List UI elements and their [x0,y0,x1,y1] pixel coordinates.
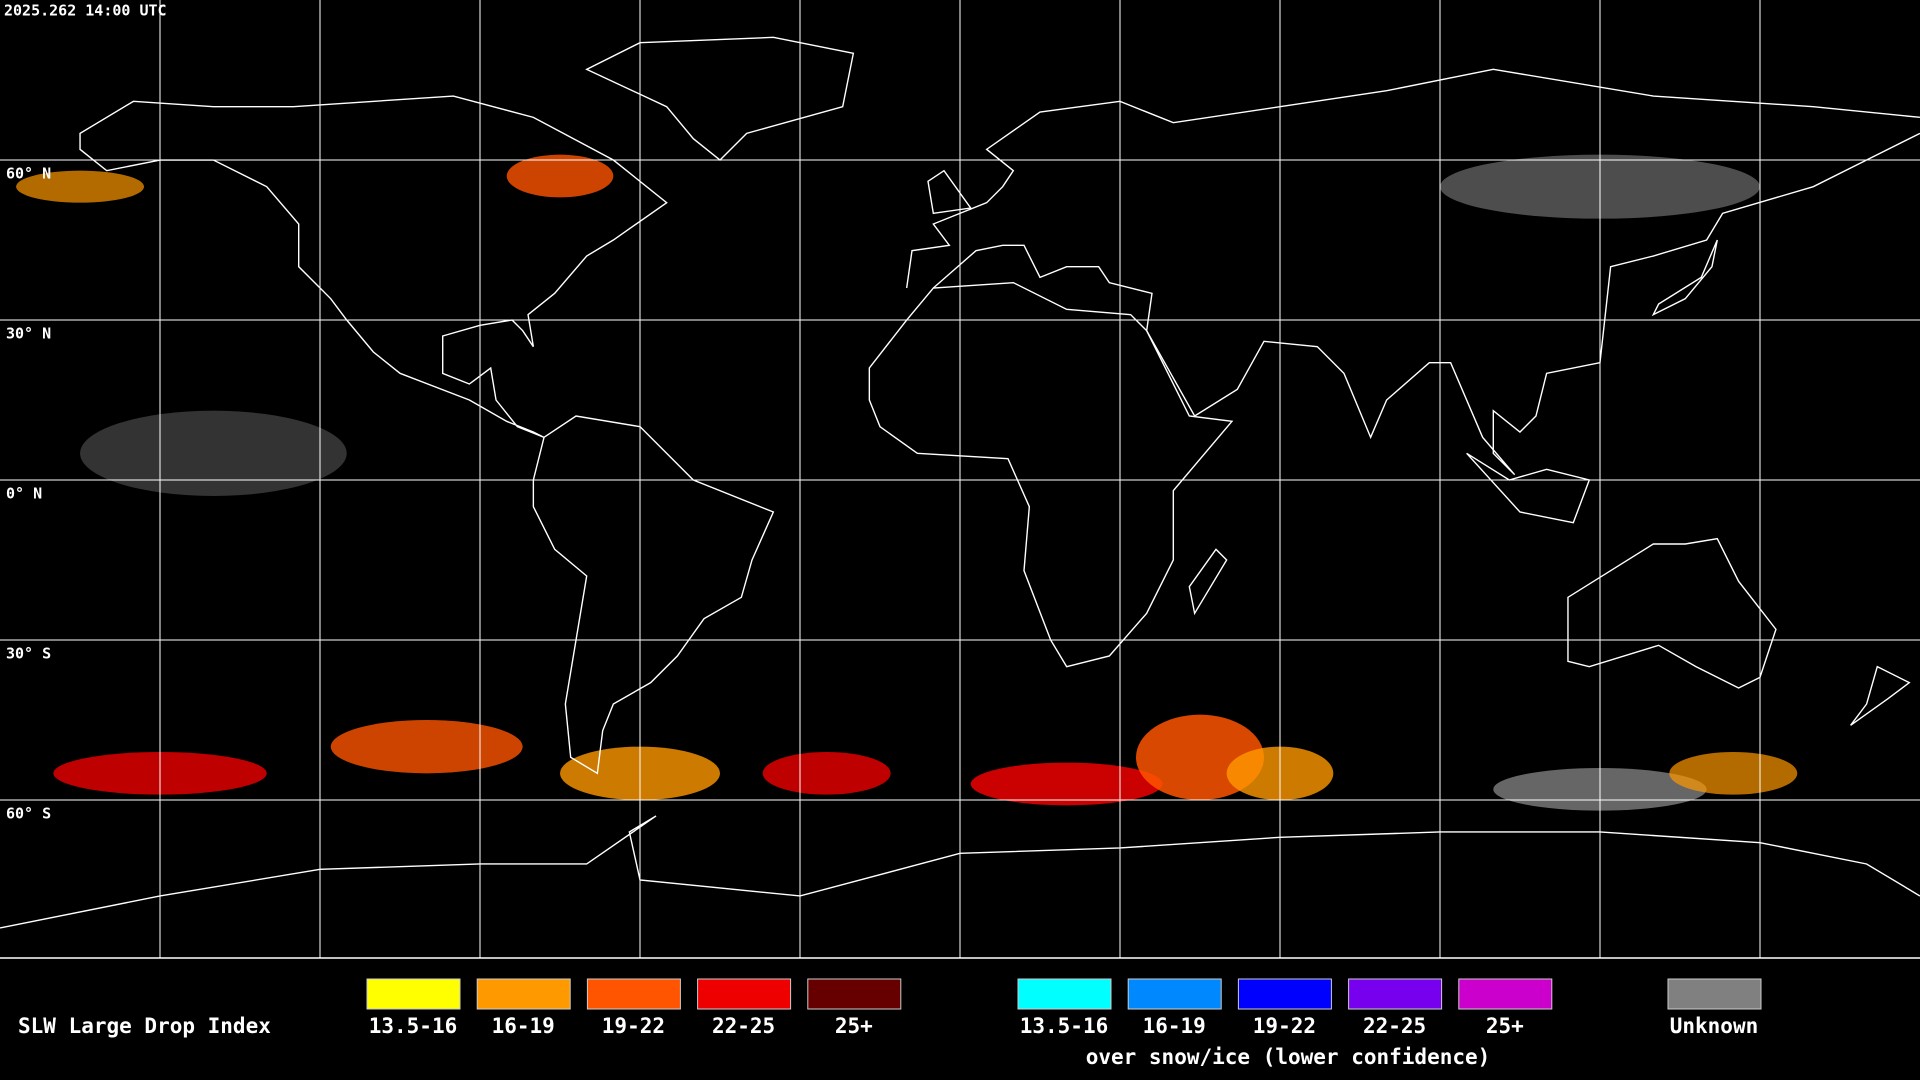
legend-swatch-label: 16-19 [492,1014,555,1038]
snow-swatch [1017,978,1112,1010]
snow-swatch [1458,978,1553,1010]
legend-title: SLW Large Drop Index [18,1014,271,1038]
snow-swatch-label: 13.5-16 [1020,1014,1109,1038]
cloud [330,719,523,774]
legend-swatch-label: 13.5-16 [369,1014,458,1038]
coastline [1653,240,1717,315]
legend-swatch-label: 25+ [835,1014,873,1038]
timestamp: 2025.262 14:00 UTC [4,2,167,20]
coastline [587,37,854,160]
legend-swatch [366,978,461,1010]
snow-swatch-label: 22-25 [1363,1014,1426,1038]
snow-swatch [1127,978,1222,1010]
lat-label: 60° S [6,805,51,823]
lat-label: 30° S [6,645,51,663]
legend-swatch-label: 19-22 [602,1014,665,1038]
snow-swatch [1348,978,1443,1010]
legend-swatch [586,978,681,1010]
snow-swatch-label: 19-22 [1253,1014,1316,1038]
coastline [933,133,1920,474]
cloud [970,762,1163,806]
unknown-swatch [1667,978,1762,1010]
legend-swatch [476,978,571,1010]
legend-swatch [807,978,902,1010]
lat-label: 0° N [6,485,42,503]
snow-swatch-label: 16-19 [1143,1014,1206,1038]
snow-swatch-label: 25+ [1486,1014,1524,1038]
coastline [928,171,971,214]
unknown-swatch-label: Unknown [1670,1014,1759,1038]
cloud-fields [16,154,1798,811]
cloud [80,410,347,496]
coastline [907,69,1920,288]
snow-caption: over snow/ice (lower confidence) [1086,1045,1491,1069]
legend-swatch-label: 22-25 [712,1014,775,1038]
cloud [16,170,145,203]
cloud [762,751,891,795]
legend-swatch [697,978,792,1010]
lat-label: 30° N [6,325,51,343]
coastline [1189,549,1226,613]
graticule [0,0,1920,958]
cloud [1669,751,1798,795]
coastline [533,416,773,773]
coastline [1851,667,1910,726]
snow-swatch [1237,978,1332,1010]
lat-label: 60° N [6,165,51,183]
coastline [1568,539,1776,688]
cloud [506,154,614,198]
coastline [869,283,1232,667]
